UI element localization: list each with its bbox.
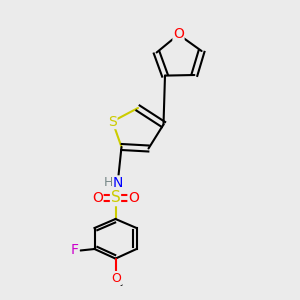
Text: O: O bbox=[92, 191, 103, 205]
Text: N: N bbox=[113, 176, 123, 190]
Text: F: F bbox=[71, 244, 79, 257]
Text: S: S bbox=[111, 190, 120, 206]
Text: O: O bbox=[128, 191, 139, 205]
Text: O: O bbox=[173, 28, 184, 41]
Text: S: S bbox=[108, 115, 117, 128]
Text: O: O bbox=[112, 272, 121, 285]
Text: H: H bbox=[103, 176, 113, 190]
